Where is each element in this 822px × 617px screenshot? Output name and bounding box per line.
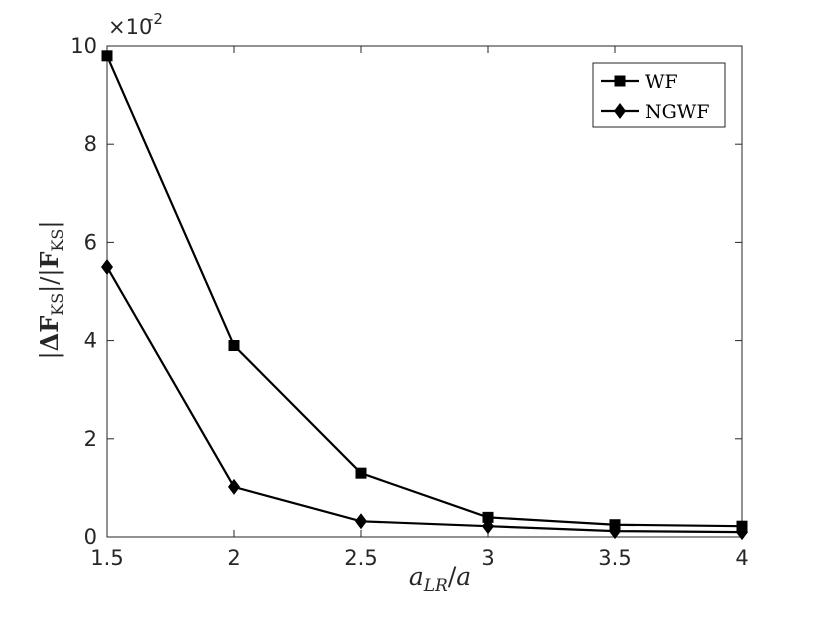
data-point-ngwf bbox=[736, 524, 748, 541]
x-tick-label: 3.5 bbox=[598, 546, 631, 570]
svg-text:×10: ×10 bbox=[108, 15, 152, 39]
legend-box bbox=[592, 62, 726, 128]
y-multiplier: ×10 -2 bbox=[108, 10, 163, 39]
legend-marker bbox=[614, 103, 626, 119]
legend-item-ngwf: NGWF bbox=[601, 101, 710, 123]
data-point-wf bbox=[482, 511, 494, 523]
legend: WF NGWF bbox=[592, 62, 726, 128]
y-tick-label: 10 bbox=[70, 34, 97, 58]
series-line-wf bbox=[105, 55, 743, 528]
y-tick-label: 8 bbox=[84, 132, 97, 156]
svg-text:-2: -2 bbox=[148, 10, 163, 28]
data-point-ngwf bbox=[101, 258, 113, 275]
data-point-ngwf bbox=[609, 523, 621, 540]
svg-text:aLR/a: aLR/a bbox=[409, 562, 471, 596]
y-tick-label: 6 bbox=[84, 230, 97, 254]
data-point-wf bbox=[228, 340, 240, 352]
data-point-ngwf bbox=[355, 513, 367, 530]
axes bbox=[106, 45, 743, 538]
series-line-ngwf bbox=[106, 266, 743, 534]
legend-label: NGWF bbox=[645, 101, 710, 123]
x-axis: 1.5 2 2.5 3 3.5 4 bbox=[90, 46, 749, 570]
series-ngwf bbox=[101, 258, 748, 541]
legend-item-wf: WF bbox=[601, 71, 678, 93]
y-axis: 0 2 4 6 8 10 bbox=[70, 34, 742, 549]
x-tick-label: 2.5 bbox=[344, 546, 377, 570]
legend-marker bbox=[614, 75, 626, 87]
x-tick-label: 3 bbox=[481, 546, 494, 570]
plot-frame bbox=[106, 45, 743, 538]
y-tick-label: 0 bbox=[84, 525, 97, 549]
data-point-ngwf bbox=[482, 518, 494, 535]
x-tick-label: 4 bbox=[735, 546, 748, 570]
data-point-wf bbox=[355, 467, 367, 479]
x-tick-label: 2 bbox=[227, 546, 240, 570]
data-point-ngwf bbox=[228, 478, 240, 495]
svg-text:|ΔFKS|/|FKS|: |ΔFKS|/|FKS| bbox=[35, 220, 67, 359]
x-axis-label: aLR/a bbox=[409, 562, 471, 596]
legend-label: WF bbox=[645, 71, 678, 93]
x-tick-label: 1.5 bbox=[90, 546, 123, 570]
y-tick-label: 2 bbox=[84, 427, 97, 451]
data-point-wf bbox=[101, 50, 113, 62]
y-tick-label: 4 bbox=[84, 329, 97, 353]
plot-area bbox=[101, 50, 748, 541]
y-axis-label: |ΔFKS|/|FKS| bbox=[35, 220, 67, 359]
